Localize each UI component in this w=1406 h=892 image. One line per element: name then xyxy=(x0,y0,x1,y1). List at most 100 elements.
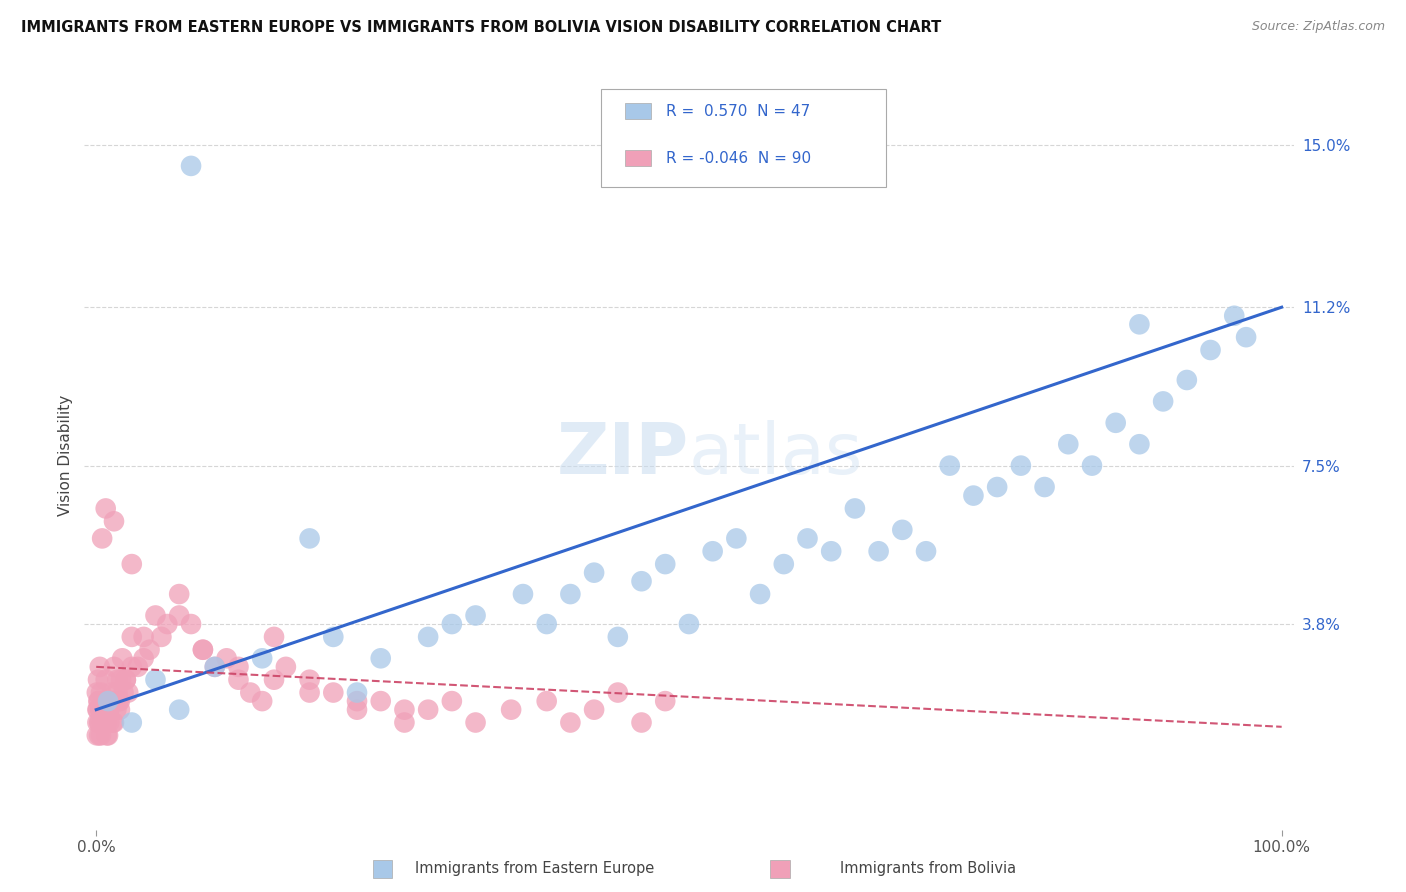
Point xyxy=(94,673,117,687)
Point xyxy=(97,703,120,717)
Point xyxy=(250,651,273,665)
Text: Immigrants from Eastern Europe: Immigrants from Eastern Europe xyxy=(415,862,654,876)
Point xyxy=(89,728,111,742)
Point xyxy=(250,694,273,708)
Point xyxy=(749,587,772,601)
Point xyxy=(1175,373,1198,387)
Point xyxy=(112,685,135,699)
Point xyxy=(89,703,111,717)
Point xyxy=(121,715,143,730)
Point xyxy=(94,715,117,730)
Point xyxy=(702,544,724,558)
Point xyxy=(101,715,124,730)
Point xyxy=(86,715,108,730)
Point xyxy=(796,532,818,546)
Point xyxy=(263,673,285,687)
Point xyxy=(1010,458,1032,473)
Text: Source: ZipAtlas.com: Source: ZipAtlas.com xyxy=(1251,20,1385,33)
Point xyxy=(536,617,558,632)
Point xyxy=(891,523,914,537)
Point xyxy=(630,715,652,730)
Point xyxy=(180,617,202,632)
Point xyxy=(89,715,111,730)
Point xyxy=(98,703,121,717)
Point xyxy=(938,458,960,473)
Point xyxy=(167,703,190,717)
Point xyxy=(86,703,108,717)
Point xyxy=(115,673,138,687)
Point xyxy=(1033,480,1056,494)
Point xyxy=(91,715,114,730)
Point xyxy=(191,642,214,657)
Point xyxy=(100,694,122,708)
Point xyxy=(228,673,250,687)
Point xyxy=(93,694,115,708)
Point xyxy=(94,501,117,516)
Point xyxy=(820,544,842,558)
Point xyxy=(298,532,321,546)
Point xyxy=(583,566,606,580)
Point xyxy=(117,685,139,699)
Point xyxy=(180,159,202,173)
Point xyxy=(107,685,129,699)
Point xyxy=(150,630,173,644)
Point xyxy=(103,715,125,730)
Point xyxy=(1223,309,1246,323)
Point xyxy=(121,660,143,674)
Point xyxy=(464,715,486,730)
Point xyxy=(298,673,321,687)
Point xyxy=(678,617,700,632)
Point xyxy=(215,651,238,665)
FancyBboxPatch shape xyxy=(600,89,886,187)
Point xyxy=(536,694,558,708)
Point xyxy=(394,715,416,730)
Point xyxy=(418,630,440,644)
Point xyxy=(103,514,125,528)
Text: R = -0.046  N = 90: R = -0.046 N = 90 xyxy=(666,151,811,166)
Point xyxy=(868,544,890,558)
Point xyxy=(121,557,143,571)
Point xyxy=(103,660,125,674)
Point xyxy=(87,694,110,708)
Text: atlas: atlas xyxy=(689,420,863,490)
Point xyxy=(115,673,138,687)
Point xyxy=(512,587,534,601)
Point xyxy=(86,685,108,699)
Point xyxy=(132,630,155,644)
Point xyxy=(96,715,118,730)
Point xyxy=(346,703,368,717)
Point xyxy=(394,703,416,717)
Point xyxy=(90,728,112,742)
Point xyxy=(97,728,120,742)
Point xyxy=(239,685,262,699)
Point xyxy=(97,694,120,708)
Point xyxy=(986,480,1008,494)
Point xyxy=(630,574,652,589)
Point xyxy=(1234,330,1257,344)
Point xyxy=(90,685,112,699)
Point xyxy=(107,694,129,708)
Point xyxy=(772,557,794,571)
Point xyxy=(606,630,628,644)
Point xyxy=(501,703,523,717)
Point xyxy=(145,673,167,687)
Point xyxy=(228,660,250,674)
Point xyxy=(346,685,368,699)
Point xyxy=(138,642,160,657)
Point xyxy=(91,703,114,717)
Point xyxy=(96,728,118,742)
Point xyxy=(1105,416,1128,430)
Point xyxy=(87,694,110,708)
Point xyxy=(263,630,285,644)
Point xyxy=(370,651,392,665)
Point xyxy=(440,617,463,632)
Point xyxy=(91,694,114,708)
Point xyxy=(132,651,155,665)
Point xyxy=(204,660,226,674)
Point xyxy=(93,703,115,717)
Point xyxy=(1057,437,1080,451)
Point xyxy=(145,608,167,623)
Point xyxy=(91,532,114,546)
Point xyxy=(204,660,226,674)
Point xyxy=(104,694,127,708)
